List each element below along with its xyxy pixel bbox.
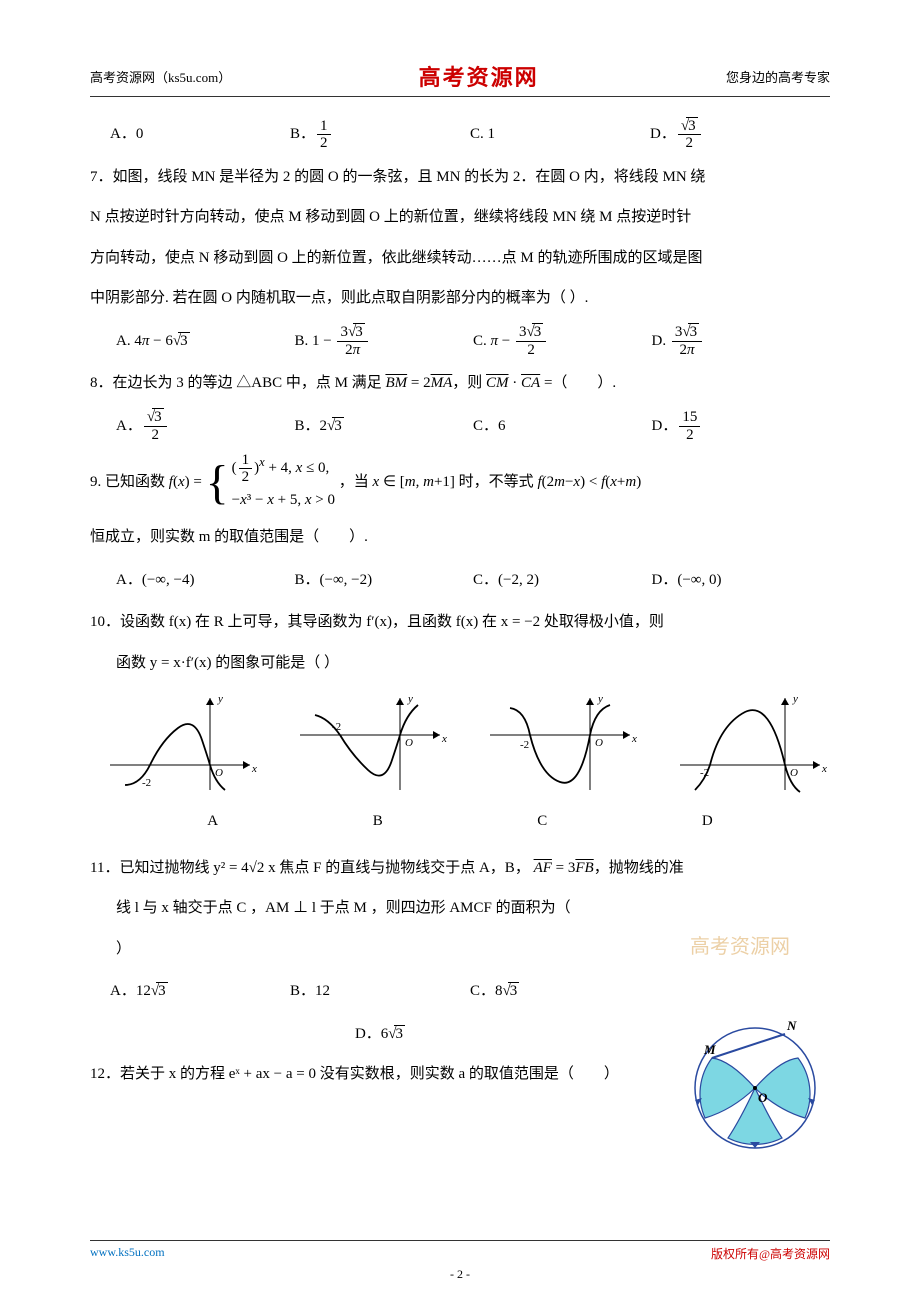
q8-optA: A．32	[116, 409, 295, 444]
q7-l2: N 点按逆时针方向转动，使点 M 移动到圆 O 上的新位置，继续将线段 MN 绕…	[90, 200, 830, 235]
graph-c: x y O -2	[480, 690, 640, 800]
q7-l1: 7．如图，线段 MN 是半径为 2 的圆 O 的一条弦，且 MN 的长为 2．在…	[90, 160, 830, 195]
q11-l1: 11．已知过抛物线 y² = 4√2 x 焦点 F 的直线与抛物线交于点 A，B…	[90, 851, 830, 886]
svg-text:y: y	[792, 693, 798, 705]
q10-labelD: D	[702, 804, 713, 839]
q10-graphs: x y O -2 x y O -2	[100, 690, 830, 800]
q11-options: A．123 B．12 C．83	[90, 974, 830, 1009]
q7-optB: B. 1 − 332π	[295, 324, 474, 359]
header-left: 高考资源网（ks5u.com）	[90, 67, 231, 86]
svg-text:O: O	[405, 737, 413, 749]
svg-text:y: y	[407, 693, 413, 705]
svg-text:x: x	[441, 733, 447, 745]
svg-text:y: y	[597, 693, 603, 705]
svg-text:M: M	[703, 1042, 716, 1057]
graph-b: x y O -2	[290, 690, 450, 800]
page-number: - 2 -	[0, 1267, 920, 1282]
q8-optC: C．6	[473, 409, 652, 444]
q9-optB: B．(−∞, −2)	[295, 563, 474, 598]
svg-text:O: O	[758, 1090, 768, 1105]
svg-text:x: x	[821, 763, 827, 775]
q6-optA: A．0	[110, 117, 290, 152]
q7-optA: A. 4π − 63	[116, 324, 295, 359]
q7-l4: 中阴影部分. 若在圆 O 内随机取一点，则此点取自阴影部分内的概率为（ ）.	[90, 281, 830, 316]
q8-options: A．32 B．23 C．6 D．152	[90, 409, 830, 444]
svg-text:O: O	[595, 737, 603, 749]
q10-l2: 函数 y = x·f′(x) 的图象可能是（ ）	[90, 646, 830, 681]
q11-optA: A．123	[110, 974, 290, 1009]
q10-labelA: A	[207, 804, 218, 839]
graph-d: x y O -2	[670, 690, 830, 800]
q6-options: A．0 B．12 C. 1 D．32	[90, 117, 830, 152]
q11-optB: B．12	[290, 974, 470, 1009]
q10-l1: 10．设函数 f(x) 在 R 上可导，其导函数为 f′(x)，且函数 f(x)…	[90, 605, 830, 640]
svg-text:x: x	[631, 733, 637, 745]
graph-a: x y O -2	[100, 690, 260, 800]
q7-optD: D. 332π	[652, 324, 831, 359]
piecewise-icon: { (12)x + 4, x ≤ 0, −x³ − x + 5, x > 0	[206, 451, 335, 514]
page-footer: www.ks5u.com 版权所有@高考资源网	[90, 1240, 830, 1262]
q10-labelC: C	[537, 804, 547, 839]
q11-optC: C．83	[470, 974, 650, 1009]
q9-options: A．(−∞, −4) B．(−∞, −2) C．(−2, 2) D．(−∞, 0…	[90, 563, 830, 598]
q9-optC: C．(−2, 2)	[473, 563, 652, 598]
svg-text:O: O	[790, 767, 798, 779]
q9-text: 9. 已知函数 f(x) = { (12)x + 4, x ≤ 0, −x³ −…	[90, 451, 830, 514]
q8-text: 8．在边长为 3 的等边 △ABC 中，点 M 满足 BM = 2MA，则 CM…	[90, 366, 830, 401]
svg-text:y: y	[217, 693, 223, 705]
q6-optB: B．12	[290, 117, 470, 152]
q11-l3: ）	[90, 932, 830, 967]
header-right: 您身边的高考专家	[726, 67, 830, 86]
q8-optD: D．152	[652, 409, 831, 444]
q9-text2: 恒成立，则实数 m 的取值范围是（ ）.	[90, 520, 830, 555]
q10-labelB: B	[373, 804, 383, 839]
q6-optD: D．32	[650, 117, 830, 152]
q8-optB: B．23	[295, 409, 474, 444]
main-content: A．0 B．12 C. 1 D．32 7．如图，线段 MN 是半径为 2 的圆 …	[90, 117, 830, 1092]
header-center-logo: 高考资源网	[419, 60, 539, 92]
q6-optC: C. 1	[470, 117, 650, 152]
svg-text:-2: -2	[520, 739, 529, 751]
q9-optA: A．(−∞, −4)	[116, 563, 295, 598]
q7-optC: C. π − 332	[473, 324, 652, 359]
q9-optD: D．(−∞, 0)	[652, 563, 831, 598]
svg-text:N: N	[786, 1018, 797, 1033]
footer-right: 版权所有@高考资源网	[711, 1245, 830, 1262]
q10-labels: A B C D	[90, 804, 830, 839]
page-header: 高考资源网（ks5u.com） 高考资源网 您身边的高考专家	[90, 60, 830, 97]
q7-l3: 方向转动，使点 N 移动到圆 O 上的新位置，依此继续转动……点 M 的轨迹所围…	[90, 241, 830, 276]
circle-diagram: M N O	[680, 1010, 830, 1165]
footer-left: www.ks5u.com	[90, 1245, 165, 1262]
svg-text:O: O	[215, 767, 223, 779]
svg-text:x: x	[251, 763, 257, 775]
svg-text:-2: -2	[142, 777, 151, 789]
q11-l2: 线 l 与 x 轴交于点 C ，AM ⊥ l 于点 M ，则四边形 AMCF 的…	[90, 891, 830, 926]
q7-options: A. 4π − 63 B. 1 − 332π C. π − 332 D. 332…	[90, 324, 830, 359]
